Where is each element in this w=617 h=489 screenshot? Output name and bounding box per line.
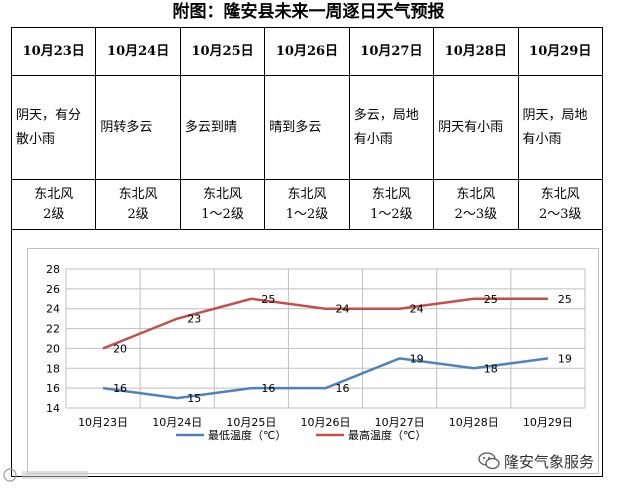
legend-label: 最高温度（℃）: [348, 428, 426, 442]
x-tick-label: 10月25日: [226, 416, 276, 429]
wind-cell: 东北风 1～2级: [179, 179, 266, 230]
x-tick-label: 10月28日: [449, 416, 499, 429]
date-cell: 10月24日: [95, 27, 181, 76]
wind-cell: 东北风 2～3级: [433, 179, 519, 230]
date-row: 10月23日 10月24日 10月25日 10月26日 10月27日 10月28…: [10, 27, 604, 76]
weather-cell: 多云到晴: [179, 75, 266, 180]
page-title: 附图：隆安县未来一周逐日天气预报: [172, 2, 445, 22]
wind-direction: 东北风: [34, 186, 74, 202]
y-tick-label: 16: [46, 382, 60, 395]
weather-cell: 阴天有小雨: [433, 75, 519, 180]
wind-level: 2～3级: [538, 206, 582, 222]
wind-cell: 东北风 2～3级: [517, 179, 604, 230]
data-label: 25: [558, 293, 572, 306]
x-tick-label: 10月26日: [301, 416, 351, 429]
temperature-chart: 14 16 18 20 22 24 26 28 10月23日 10月24日 10月25日 10月26日…: [46, 263, 586, 442]
data-label: 25: [484, 293, 498, 306]
wind-direction: 东北风: [118, 186, 158, 202]
data-label: 19: [558, 352, 572, 365]
wind-direction: 东北风: [287, 186, 327, 202]
wind-direction: 东北风: [203, 186, 243, 202]
data-label: 16: [113, 382, 127, 395]
wind-level: 2级: [127, 206, 149, 222]
data-label: 24: [336, 303, 350, 316]
watermark-right: 隆安气象服务: [478, 450, 613, 472]
wind-direction: 东北风: [371, 186, 411, 202]
data-label: 18: [484, 362, 498, 375]
series-line: [102, 357, 549, 400]
weather-cell: 晴到多云: [264, 75, 350, 180]
x-tick-label: 10月24日: [152, 416, 202, 429]
wind-direction: 东北风: [456, 186, 496, 202]
legend-label: 最低温度（℃）: [208, 428, 286, 442]
wind-level: 1～2级: [370, 206, 413, 222]
data-label: 19: [410, 352, 424, 365]
date-cell: 10月27日: [348, 27, 435, 76]
weather-cell: 阴天，局地有小雨: [517, 75, 604, 180]
data-label: 20: [113, 342, 127, 355]
date-cell: 10月23日: [10, 27, 97, 76]
x-tick-label: 10月23日: [78, 416, 128, 429]
chart-frame: 14 16 18 20 22 24 26 28 10月23日 10月24日 10月25日 10月26日…: [11, 228, 603, 477]
wind-cell: 东北风 1～2级: [264, 179, 350, 230]
wind-cell: 东北风 2级: [10, 179, 97, 230]
data-label: 25: [261, 293, 275, 306]
date-cell: 10月26日: [264, 27, 350, 76]
wind-level: 1～2级: [285, 206, 329, 222]
data-label: 16: [336, 382, 350, 395]
wind-cell: 东北风 2级: [95, 179, 181, 230]
x-tick-label: 10月27日: [375, 416, 425, 429]
x-tick-label: 10月29日: [523, 416, 573, 429]
wind-level: 1～2级: [201, 206, 244, 222]
date-cell: 10月25日: [179, 27, 266, 76]
chart-area: 14 16 18 20 22 24 26 28 10月23日 10月24日 10月25日 10月26日…: [27, 248, 599, 474]
watermark-account-name: 隆安气象服务: [504, 452, 595, 471]
forecast-table: 10月23日 10月24日 10月25日 10月26日 10月27日 10月28…: [10, 27, 604, 230]
wind-level: 2～3级: [454, 206, 498, 222]
weather-cell: 多云，局地有小雨: [348, 75, 435, 180]
weather-cell: 阴转多云: [95, 75, 181, 180]
y-tick-label: 28: [46, 263, 60, 276]
y-tick-label: 22: [46, 323, 60, 336]
watermark-left: [2, 464, 92, 486]
wind-cell: 东北风 1～2级: [348, 179, 435, 230]
watermark-logo: [3, 468, 88, 482]
wind-direction: 东北风: [540, 186, 580, 202]
y-tick-label: 24: [46, 303, 60, 316]
date-cell: 10月29日: [517, 27, 604, 76]
data-label: 15: [187, 392, 201, 405]
data-label: 24: [410, 303, 424, 316]
data-label: 16: [261, 382, 275, 395]
y-tick-label: 18: [46, 362, 60, 375]
y-tick-label: 20: [46, 342, 60, 355]
wechat-icon: [478, 452, 500, 470]
y-tick-label: 14: [46, 402, 60, 415]
data-label: 23: [187, 313, 201, 326]
wind-level: 2级: [43, 206, 65, 222]
date-cell: 10月28日: [433, 27, 519, 76]
weather-row: 阴天，有分散小雨 阴转多云 多云到晴 晴到多云 多云，局地有小雨 阴天有小雨 阴…: [10, 75, 604, 180]
series-line: [102, 297, 548, 350]
weather-cell: 阴天，有分散小雨: [10, 75, 97, 180]
y-tick-label: 26: [46, 283, 60, 296]
wind-row: 东北风 2级 东北风 2级 东北风 1～2级 东北风 1～2级 东北风 1～2级 东北风 2…: [10, 179, 604, 230]
